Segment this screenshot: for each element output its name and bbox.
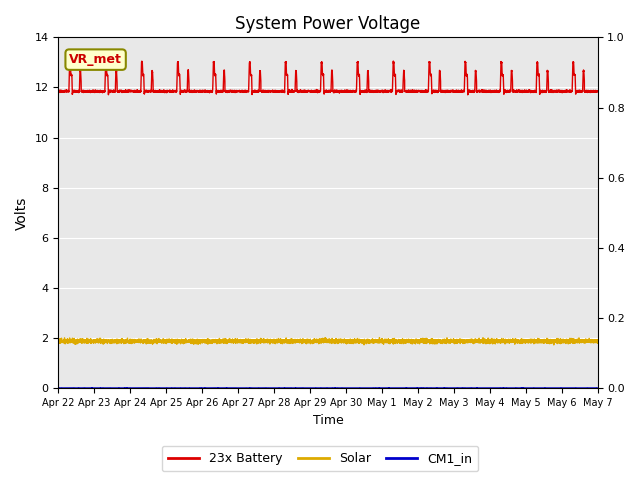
Solar <box>54 338 62 344</box>
Solar <box>571 339 579 345</box>
23x Battery <box>464 92 472 98</box>
Solar <box>564 338 572 344</box>
Line: Solar: Solar <box>58 338 598 345</box>
CM1_in <box>202 385 209 391</box>
Y-axis label: Volts: Volts <box>15 196 29 229</box>
Solar <box>449 339 456 345</box>
Text: VR_met: VR_met <box>69 53 122 66</box>
CM1_in <box>54 385 62 391</box>
CM1_in <box>238 385 246 391</box>
Solar <box>464 338 472 344</box>
CM1_in <box>571 385 579 391</box>
X-axis label: Time: Time <box>312 414 343 427</box>
23x Battery <box>54 87 62 93</box>
23x Battery <box>564 88 572 94</box>
CM1_in <box>449 385 456 391</box>
Line: 23x Battery: 23x Battery <box>58 61 598 95</box>
23x Battery <box>571 72 579 78</box>
23x Battery <box>390 58 397 64</box>
Solar <box>550 342 557 348</box>
CM1_in <box>564 385 572 391</box>
Solar <box>310 338 317 344</box>
Solar <box>594 338 602 344</box>
Solar <box>237 338 245 344</box>
CM1_in <box>464 385 472 391</box>
23x Battery <box>237 88 245 94</box>
Legend: 23x Battery, Solar, CM1_in: 23x Battery, Solar, CM1_in <box>162 446 478 471</box>
CM1_in <box>310 385 317 391</box>
CM1_in <box>54 385 62 391</box>
Solar <box>376 335 383 341</box>
23x Battery <box>594 89 602 95</box>
23x Battery <box>310 89 317 95</box>
23x Battery <box>449 88 456 94</box>
CM1_in <box>594 385 602 391</box>
23x Battery <box>464 90 472 96</box>
Title: System Power Voltage: System Power Voltage <box>236 15 420 33</box>
